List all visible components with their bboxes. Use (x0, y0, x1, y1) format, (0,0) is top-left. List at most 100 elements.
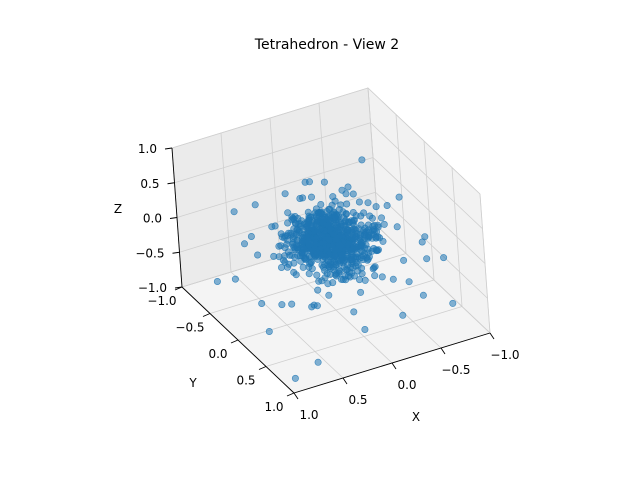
x-tick-mark (342, 377, 348, 385)
data-point (349, 219, 357, 227)
data-point (364, 221, 372, 229)
data-point (326, 205, 334, 213)
data-point (258, 299, 266, 307)
data-point (325, 291, 333, 299)
x-tick-mark (391, 362, 397, 370)
y-tick-label: −1.0 (147, 294, 176, 308)
data-point (423, 255, 431, 263)
data-point (241, 240, 249, 248)
grid-side-z-4 (171, 87, 369, 149)
data-point (332, 236, 340, 244)
data-point (275, 242, 283, 250)
chart-title: Tetrahedron - View 2 (254, 37, 399, 53)
y-tick-label: 0.5 (236, 374, 255, 388)
data-point (298, 249, 306, 257)
data-point (213, 277, 221, 285)
data-point (395, 193, 403, 201)
y-axis-label: Y (188, 376, 197, 390)
data-point (284, 209, 292, 217)
data-point (265, 327, 273, 335)
z-tick-mark (167, 182, 175, 185)
data-point (311, 209, 319, 217)
data-point (286, 251, 294, 259)
data-point (291, 374, 299, 382)
data-point (270, 252, 278, 260)
data-point (358, 270, 366, 278)
data-point (372, 203, 380, 211)
data-point (357, 288, 365, 296)
data-point (449, 299, 457, 307)
data-point (350, 308, 358, 316)
data-point (378, 273, 386, 281)
data-point (343, 200, 351, 208)
data-point (305, 253, 313, 261)
grid-side-z-3 (174, 122, 371, 184)
z-tick-label: 0.0 (143, 212, 162, 226)
data-point (324, 280, 332, 288)
data-point (323, 269, 331, 277)
z-tick-mark (164, 147, 173, 150)
y-tick-mark (230, 339, 239, 344)
x-tick-label: 0.0 (397, 378, 416, 392)
grid-back-y-4 (479, 193, 491, 334)
data-point (389, 275, 397, 283)
x-tick-label: −0.5 (441, 363, 470, 377)
data-point (342, 216, 350, 224)
data-point (320, 178, 328, 186)
data-point (268, 223, 276, 231)
data-point (290, 268, 298, 276)
data-point (342, 266, 350, 274)
data-point (355, 276, 363, 284)
data-point (372, 233, 380, 241)
data-point (380, 220, 388, 228)
data-point (314, 358, 322, 366)
tick-labels: −1.0 −0.5 0.0 0.5 1.0 −1.0 −0.5 0.0 0.5 1.0 −1.0 −0… (135, 142, 519, 422)
data-point (358, 156, 366, 164)
x-tick-label: 0.5 (348, 393, 367, 407)
x-tick-mark (440, 347, 446, 355)
data-point (339, 222, 347, 230)
y-tick-label: 1.0 (264, 400, 283, 414)
data-point (315, 277, 323, 285)
data-point (340, 257, 348, 265)
data-point (393, 223, 401, 231)
data-point (247, 233, 255, 241)
data-point (293, 237, 301, 245)
data-point (251, 201, 259, 209)
data-point (355, 198, 363, 206)
data-point (349, 209, 357, 217)
data-point (377, 214, 385, 222)
z-tick-mark (169, 217, 178, 219)
data-point (281, 190, 289, 198)
data-point (338, 186, 346, 194)
y-tick-mark (202, 313, 211, 317)
data-point (364, 199, 372, 207)
grid-back-z-2 (372, 157, 486, 264)
grid-back-z-3 (370, 122, 483, 230)
data-point (317, 251, 325, 259)
data-point (302, 223, 310, 231)
data-points (213, 156, 457, 382)
data-point (405, 278, 413, 286)
data-point (305, 270, 313, 278)
data-point (383, 202, 391, 210)
data-point (379, 237, 387, 245)
data-point (314, 286, 322, 294)
data-point (313, 271, 321, 279)
z-tick-label: 1.0 (138, 142, 157, 156)
data-point (307, 193, 315, 201)
data-point (254, 251, 262, 259)
grid-floor-y-3 (265, 306, 463, 367)
data-point (278, 301, 286, 309)
data-point (230, 208, 238, 216)
data-point (399, 311, 407, 319)
data-point (308, 303, 316, 311)
data-point (305, 178, 313, 186)
data-point (366, 212, 374, 220)
data-point (344, 183, 352, 191)
grid-back-y-3 (451, 167, 463, 307)
data-point (361, 325, 369, 333)
data-point (371, 272, 379, 280)
data-point (370, 264, 378, 272)
